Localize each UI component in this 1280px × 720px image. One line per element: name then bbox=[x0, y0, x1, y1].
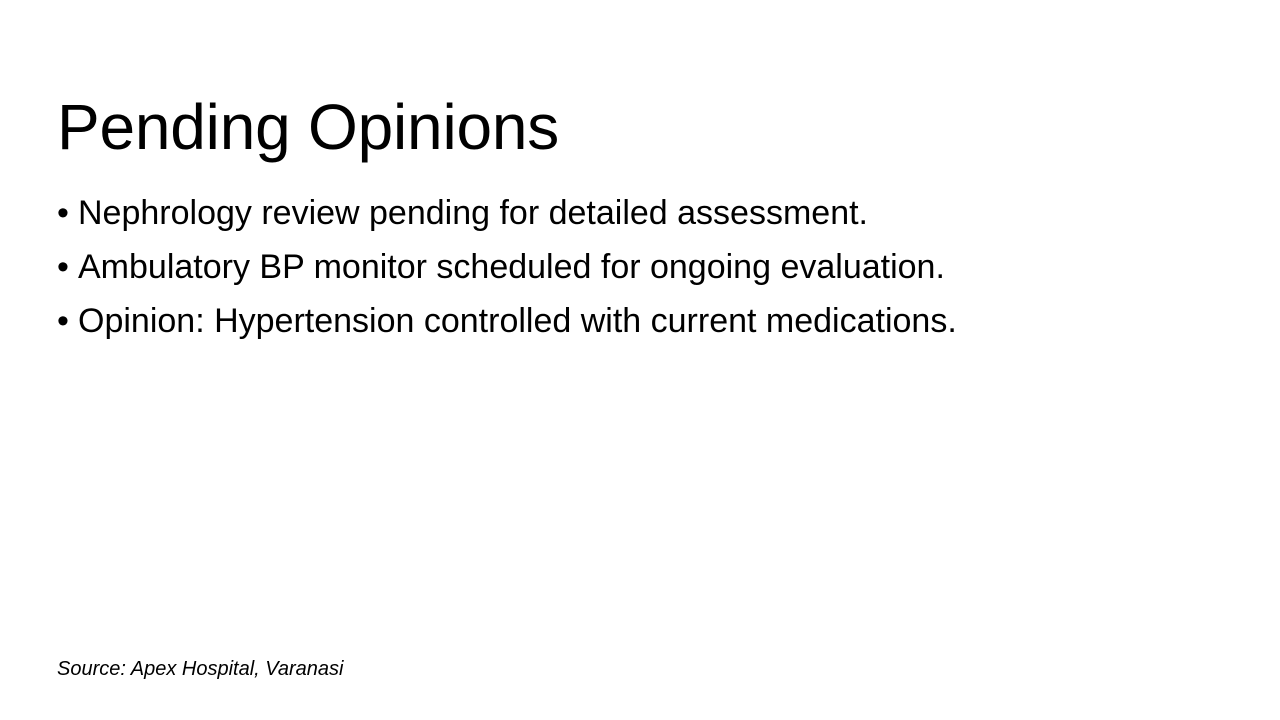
list-item-label: Ambulatory BP monitor scheduled for ongo… bbox=[78, 248, 945, 286]
bullet-list: • Nephrology review pending for detailed… bbox=[57, 186, 1227, 348]
source-attribution: Source: Apex Hospital, Varanasi bbox=[57, 658, 344, 680]
bullet-point-icon: • bbox=[57, 302, 69, 340]
list-item-label: Nephrology review pending for detailed a… bbox=[78, 194, 869, 232]
bullet-point-icon: • bbox=[57, 248, 69, 286]
bullet-point-icon: • bbox=[57, 194, 69, 232]
page-title: Pending Opinions bbox=[57, 90, 560, 163]
list-item: • Nephrology review pending for detailed… bbox=[57, 186, 1227, 240]
list-item-label: Opinion: Hypertension controlled with cu… bbox=[78, 302, 957, 340]
list-item: • Ambulatory BP monitor scheduled for on… bbox=[57, 240, 1227, 294]
list-item: • Opinion: Hypertension controlled with … bbox=[57, 294, 1227, 348]
